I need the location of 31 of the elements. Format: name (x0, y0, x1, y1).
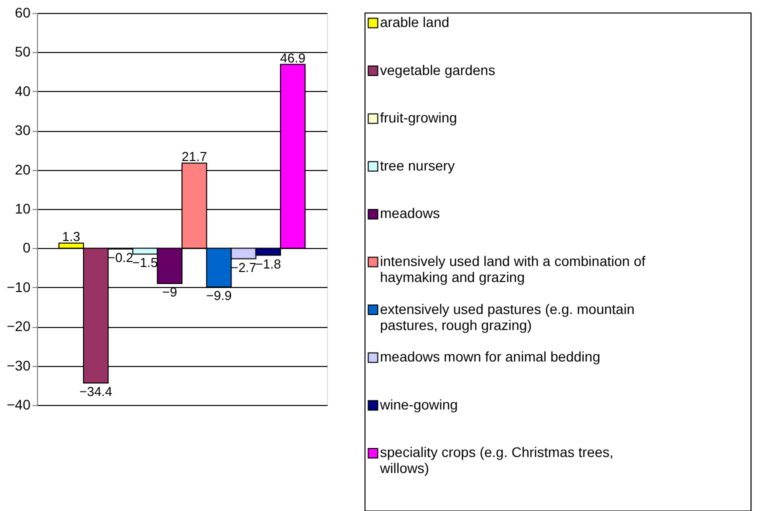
data-label: −2.7 (230, 260, 256, 275)
y-tick-label: 30 (14, 122, 31, 138)
y-tick-label: −40 (6, 396, 31, 412)
legend-label: vegetable gardens (380, 62, 496, 78)
data-label: −0.2 (108, 250, 134, 265)
y-tick-label: 40 (14, 82, 31, 99)
y-tick-label: −30 (6, 357, 31, 374)
y-tick-label: 10 (14, 200, 31, 216)
legend-label: speciality crops (e.g. Christmas trees, willows) (379, 444, 614, 476)
data-label: −9 (162, 284, 178, 300)
y-tick-label: 0 (22, 240, 31, 256)
legend-label: meadows (380, 205, 440, 222)
legend-label: tree nursery (380, 157, 455, 174)
legend-label: meadows mown for animal bedding (380, 348, 600, 365)
legend-label: extensively used pastures (e.g. mountain pastures, rough grazing) (380, 300, 634, 333)
data-label: 1.3 (62, 229, 80, 244)
legend-label: arable land (380, 14, 450, 30)
legend-label: fruit-growing (380, 110, 458, 126)
legend-label: wine-gowing (379, 396, 458, 412)
data-label: −34.4 (79, 384, 112, 400)
data-label: −1.8 (255, 256, 282, 272)
y-tick-label: 50 (14, 44, 31, 60)
data-label: −1.5 (132, 255, 158, 270)
data-label: −9.9 (206, 288, 232, 304)
y-tick-label: −10 (6, 278, 31, 295)
y-tick-label: 20 (14, 161, 31, 178)
data-label: 21.7 (182, 149, 207, 164)
y-tick-label: 60 (14, 4, 31, 20)
data-label: 46.9 (280, 50, 306, 66)
y-tick-label: −20 (6, 318, 31, 334)
legend-label: intensively used land with a combination of haymaking and grazing (380, 253, 646, 285)
